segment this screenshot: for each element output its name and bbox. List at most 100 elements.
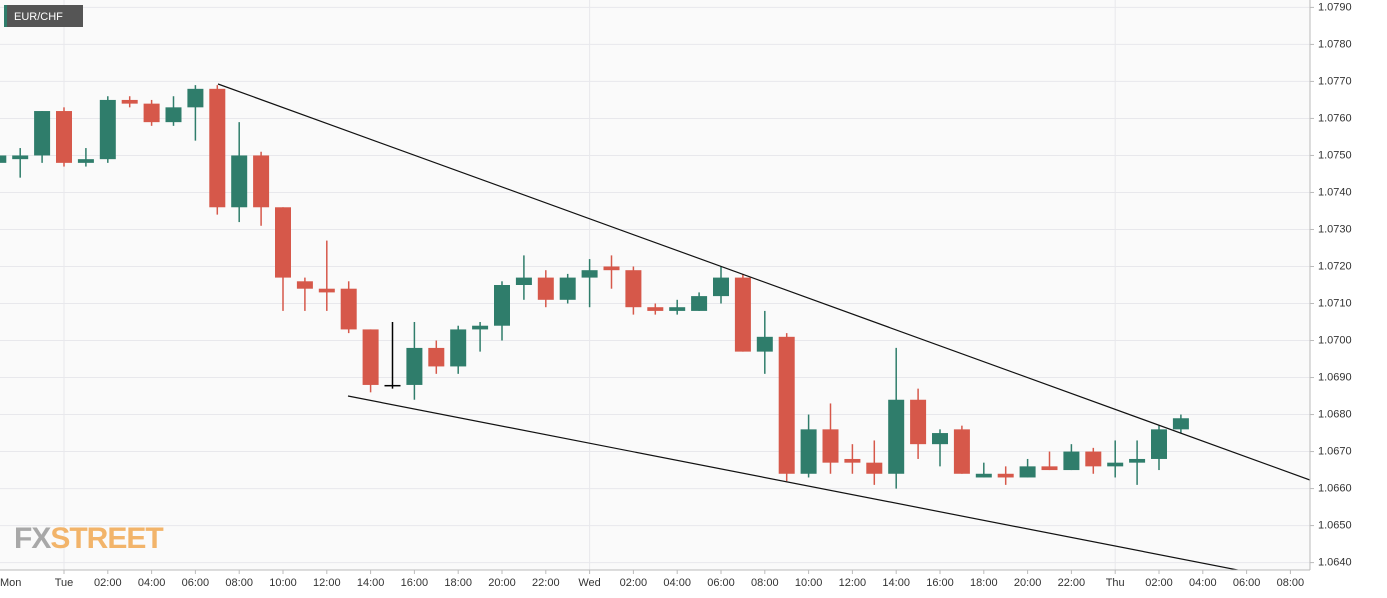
- y-tick-label: 1.0670: [1318, 445, 1352, 457]
- y-tick-label: 1.0640: [1318, 557, 1352, 569]
- x-tick-label: 20:00: [1014, 577, 1042, 589]
- candle-body: [844, 458, 861, 463]
- x-tick-label: 08:00: [1277, 577, 1305, 589]
- x-tick-label: 12:00: [313, 577, 341, 589]
- candle-body: [691, 296, 708, 311]
- y-tick-label: 1.0780: [1318, 38, 1352, 50]
- y-tick-label: 1.0650: [1318, 519, 1352, 531]
- trendlines: [217, 83, 1310, 570]
- x-tick-label: 04:00: [1189, 577, 1217, 589]
- x-tick-label: 18:00: [444, 577, 472, 589]
- candle-body: [384, 384, 401, 387]
- x-tick-label: 06:00: [1233, 577, 1261, 589]
- candle-body: [1019, 466, 1036, 478]
- candle-body: [581, 270, 598, 278]
- candle-body: [494, 285, 510, 326]
- x-tick-label: 04:00: [138, 577, 166, 589]
- title-stripe: [4, 5, 7, 27]
- x-tick-label: 04:00: [663, 577, 691, 589]
- candle-body: [1172, 418, 1189, 430]
- x-tick-label: Thu: [1106, 577, 1125, 589]
- x-tick-label: 14:00: [357, 577, 385, 589]
- candle-body: [34, 111, 51, 156]
- x-tick-label: 14:00: [882, 577, 910, 589]
- candle-body: [888, 399, 905, 474]
- candle-body: [340, 288, 357, 330]
- x-tick-label: 16:00: [926, 577, 954, 589]
- candle-body: [800, 429, 817, 474]
- x-tick-label: Wed: [578, 577, 600, 589]
- candle-body: [165, 107, 182, 123]
- x-tick-label: 12:00: [839, 577, 867, 589]
- candle-body: [253, 155, 270, 208]
- y-tick-label: 1.0760: [1318, 112, 1352, 124]
- candle-body: [647, 307, 664, 311]
- x-tick-label: Mon: [0, 577, 21, 589]
- candle-body: [953, 429, 970, 474]
- candle-body: [559, 277, 576, 300]
- y-tick-label: 1.0770: [1318, 75, 1352, 87]
- x-tick-label: 08:00: [751, 577, 779, 589]
- candle-body: [515, 277, 532, 285]
- watermark: FXSTREET: [14, 522, 164, 555]
- candles: [0, 85, 1189, 489]
- candle-body: [99, 99, 116, 160]
- x-tick-label: 10:00: [795, 577, 823, 589]
- x-tick-label: 20:00: [488, 577, 516, 589]
- y-tick-label: 1.0710: [1318, 297, 1352, 309]
- y-tick-label: 1.0690: [1318, 371, 1352, 383]
- x-tick-label: 06:00: [182, 577, 210, 589]
- candle-body: [56, 111, 72, 163]
- candle-body: [187, 88, 204, 108]
- candle-body: [1063, 451, 1080, 471]
- watermark-fx: FX: [14, 522, 51, 555]
- axes: 1.0640 1.0650 1.0660 1.0670 1.0680 1.0690 1.07…: [0, 1, 1352, 589]
- x-tick-label: 22:00: [1058, 577, 1086, 589]
- candle-body: [1085, 451, 1102, 467]
- candle-body: [121, 99, 138, 104]
- title-box: [4, 5, 83, 27]
- candle-body: [1107, 462, 1124, 467]
- y-tick-label: 1.0660: [1318, 482, 1352, 494]
- plot-area: [0, 0, 1310, 570]
- candle-body: [143, 103, 160, 123]
- candle-body: [362, 329, 379, 385]
- watermark-street: STREET: [50, 522, 163, 555]
- y-tick-label: 1.0730: [1318, 223, 1352, 235]
- upper-trendline: [217, 83, 1310, 481]
- y-tick-label: 1.0700: [1318, 334, 1352, 346]
- x-tick-label: 02:00: [94, 577, 122, 589]
- candle-body: [713, 277, 729, 297]
- y-tick-label: 1.0680: [1318, 408, 1352, 420]
- candle-body: [296, 281, 313, 289]
- candle-body: [209, 88, 226, 208]
- candle-body: [910, 399, 927, 445]
- candle-body: [1151, 429, 1167, 459]
- x-tick-label: 08:00: [225, 577, 253, 589]
- candle-body: [603, 266, 620, 271]
- candle-body: [275, 207, 291, 278]
- x-tick-label: 16:00: [401, 577, 429, 589]
- lower-trendline: [347, 395, 1241, 570]
- candle-body: [450, 329, 467, 367]
- candle-body: [756, 336, 773, 352]
- x-tick-label: Tue: [55, 577, 74, 589]
- candle-body: [866, 462, 883, 474]
- candle-body: [0, 155, 7, 163]
- y-tick-label: 1.0720: [1318, 260, 1352, 272]
- x-tick-label: 02:00: [620, 577, 648, 589]
- y-tick-label: 1.0750: [1318, 149, 1352, 161]
- candle-body: [822, 429, 839, 463]
- candle-body: [975, 473, 992, 478]
- x-tick-label: 02:00: [1145, 577, 1173, 589]
- candle-body: [625, 270, 642, 308]
- x-tick-label: 22:00: [532, 577, 560, 589]
- candle-body: [997, 473, 1014, 478]
- x-tick-label: 18:00: [970, 577, 998, 589]
- x-tick-label: 10:00: [269, 577, 297, 589]
- chart-title: EUR/CHF: [14, 11, 63, 23]
- candle-body: [778, 336, 795, 474]
- candle-body: [669, 307, 686, 311]
- candle-body: [77, 159, 94, 163]
